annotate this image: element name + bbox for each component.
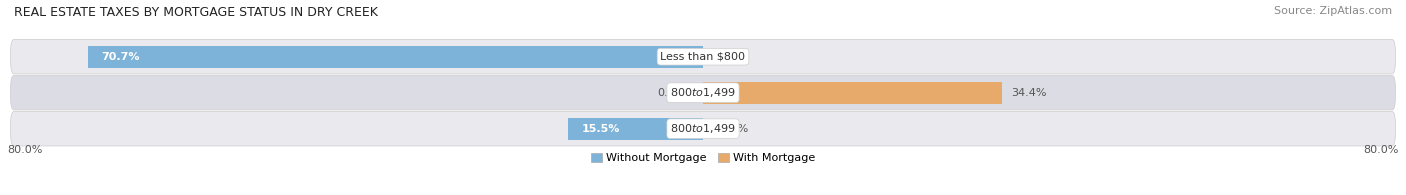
Text: 70.7%: 70.7% — [101, 52, 139, 62]
Bar — [568, 118, 703, 140]
Text: Less than $800: Less than $800 — [661, 52, 745, 62]
Legend: Without Mortgage, With Mortgage: Without Mortgage, With Mortgage — [586, 149, 820, 168]
Text: 34.4%: 34.4% — [1011, 88, 1046, 98]
Text: 0.0%: 0.0% — [658, 88, 686, 98]
FancyBboxPatch shape — [10, 39, 1396, 74]
Text: 80.0%: 80.0% — [7, 144, 42, 155]
Text: 0.0%: 0.0% — [720, 52, 748, 62]
Text: Source: ZipAtlas.com: Source: ZipAtlas.com — [1274, 6, 1392, 16]
Text: $800 to $1,499: $800 to $1,499 — [671, 86, 735, 99]
Text: $800 to $1,499: $800 to $1,499 — [671, 122, 735, 135]
Text: REAL ESTATE TAXES BY MORTGAGE STATUS IN DRY CREEK: REAL ESTATE TAXES BY MORTGAGE STATUS IN … — [14, 6, 378, 19]
Text: 80.0%: 80.0% — [1364, 144, 1399, 155]
Bar — [703, 82, 1002, 104]
Bar — [89, 46, 703, 68]
FancyBboxPatch shape — [10, 111, 1396, 146]
Text: 0.0%: 0.0% — [720, 124, 748, 134]
FancyBboxPatch shape — [10, 75, 1396, 110]
Text: 15.5%: 15.5% — [581, 124, 620, 134]
